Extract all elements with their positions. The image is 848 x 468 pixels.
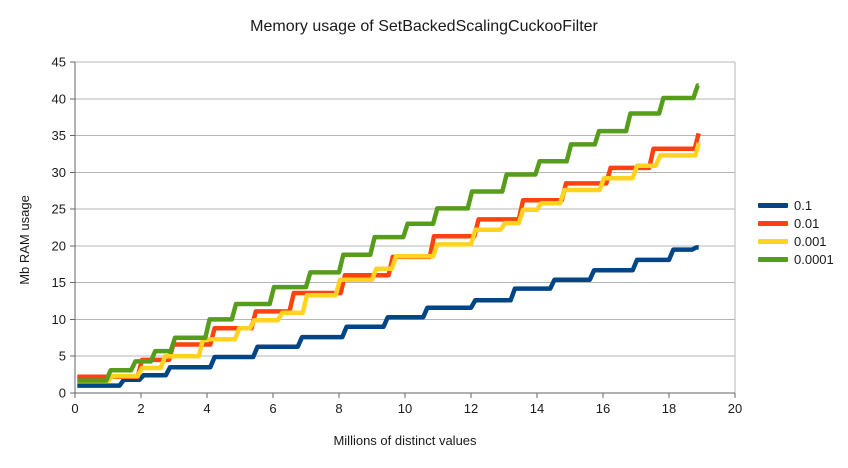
x-tick-label: 4 xyxy=(203,401,210,416)
y-tick-label: 20 xyxy=(52,238,66,253)
y-tick-label: 45 xyxy=(52,55,66,70)
x-tick-label: 10 xyxy=(398,401,412,416)
legend-item-0.1: 0.1 xyxy=(758,196,834,214)
legend-swatch-0.1 xyxy=(758,202,788,208)
series-line-0.01 xyxy=(77,132,701,380)
y-tick-label: 35 xyxy=(52,128,66,143)
x-tick-label: 0 xyxy=(71,401,78,416)
legend-swatch-0.001 xyxy=(758,238,788,244)
series-line-0.001 xyxy=(77,142,701,384)
legend-swatch-0.01 xyxy=(758,220,788,226)
legend-label: 0.0001 xyxy=(794,251,834,267)
y-tick-label: 0 xyxy=(59,386,66,401)
legend-label: 0.001 xyxy=(794,233,827,249)
x-tick-label: 6 xyxy=(269,401,276,416)
x-tick-label: 16 xyxy=(596,401,610,416)
y-tick-label: 25 xyxy=(52,202,66,217)
series-line-0.0001 xyxy=(77,83,700,383)
y-tick-label: 10 xyxy=(52,312,66,327)
x-tick-label: 18 xyxy=(662,401,676,416)
y-tick-label: 30 xyxy=(52,165,66,180)
x-axis-title: Millions of distinct values xyxy=(333,433,477,448)
x-tick-label: 8 xyxy=(335,401,342,416)
x-tick-label: 12 xyxy=(464,401,478,416)
legend-item-0.0001: 0.0001 xyxy=(758,250,834,268)
legend-item-0.01: 0.01 xyxy=(758,214,834,232)
x-tick-label: 2 xyxy=(137,401,144,416)
legend-swatch-0.0001 xyxy=(758,256,788,262)
y-tick-label: 15 xyxy=(52,275,66,290)
y-tick-label: 40 xyxy=(52,91,66,106)
legend-label: 0.1 xyxy=(794,197,813,213)
x-tick-label: 14 xyxy=(530,401,544,416)
series-line-0.1 xyxy=(77,245,699,388)
legend-item-0.001: 0.001 xyxy=(758,232,834,250)
legend-label: 0.01 xyxy=(794,215,820,231)
x-tick-label: 20 xyxy=(728,401,742,416)
legend: 0.1 0.01 0.001 0.0001 xyxy=(758,196,834,268)
chart-title: Memory usage of SetBackedScalingCuckooFi… xyxy=(250,18,598,35)
y-tick-label: 5 xyxy=(59,349,66,364)
